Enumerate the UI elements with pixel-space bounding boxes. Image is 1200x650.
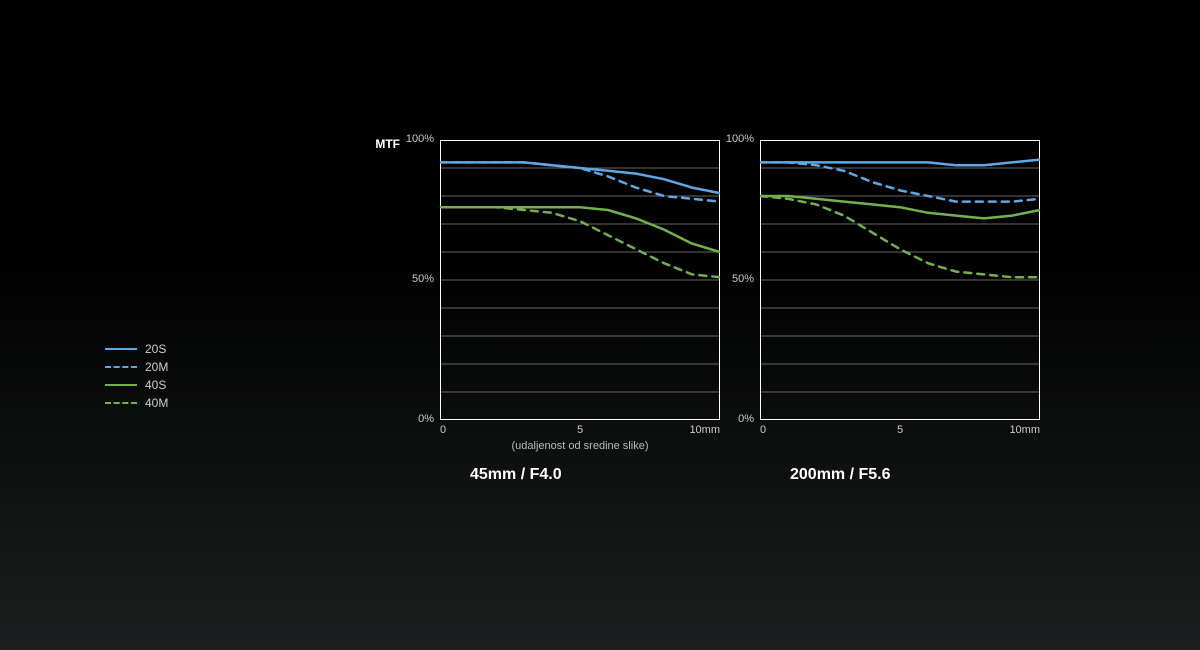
legend-swatch xyxy=(105,366,137,368)
legend: 20S 20M 40S 40M xyxy=(105,340,168,412)
mtf-chart: 0%50%100%0510mm200mm / F5.6 xyxy=(760,140,1040,420)
xtick-label: 5 xyxy=(555,424,605,436)
xaxis-caption: (udaljenost od sredine slike) xyxy=(440,440,720,452)
series-line xyxy=(760,196,1040,218)
ytick-label: 100% xyxy=(714,133,754,145)
xtick-label: 10mm xyxy=(990,424,1040,436)
chart-svg xyxy=(440,140,720,420)
ytick-label: 100% xyxy=(394,133,434,145)
xtick-label: 5 xyxy=(875,424,925,436)
series-line xyxy=(440,207,720,277)
legend-item: 40S xyxy=(105,376,168,394)
series-line xyxy=(440,162,720,193)
xtick-label: 0 xyxy=(760,424,800,436)
legend-swatch xyxy=(105,384,137,386)
legend-label: 40M xyxy=(145,396,168,410)
legend-label: 20S xyxy=(145,342,166,356)
legend-item: 40M xyxy=(105,394,168,412)
ytick-label: 50% xyxy=(394,273,434,285)
chart-title: 200mm / F5.6 xyxy=(790,466,891,484)
legend-item: 20M xyxy=(105,358,168,376)
series-line xyxy=(440,207,720,252)
page-root: MTF 20S20M40S40M 0%50%100%0510mm(udaljen… xyxy=(0,0,1200,650)
xtick-label: 10mm xyxy=(670,424,720,436)
ytick-label: 0% xyxy=(394,413,434,425)
legend-swatch xyxy=(105,348,137,350)
chart-svg xyxy=(760,140,1040,420)
ytick-label: 50% xyxy=(714,273,754,285)
xtick-label: 0 xyxy=(440,424,480,436)
legend-item: 20S xyxy=(105,340,168,358)
legend-label: 20M xyxy=(145,360,168,374)
chart-title: 45mm / F4.0 xyxy=(470,466,562,484)
mtf-chart: 0%50%100%0510mm(udaljenost od sredine sl… xyxy=(440,140,720,420)
ytick-label: 0% xyxy=(714,413,754,425)
legend-label: 40S xyxy=(145,378,166,392)
legend-swatch xyxy=(105,402,137,404)
